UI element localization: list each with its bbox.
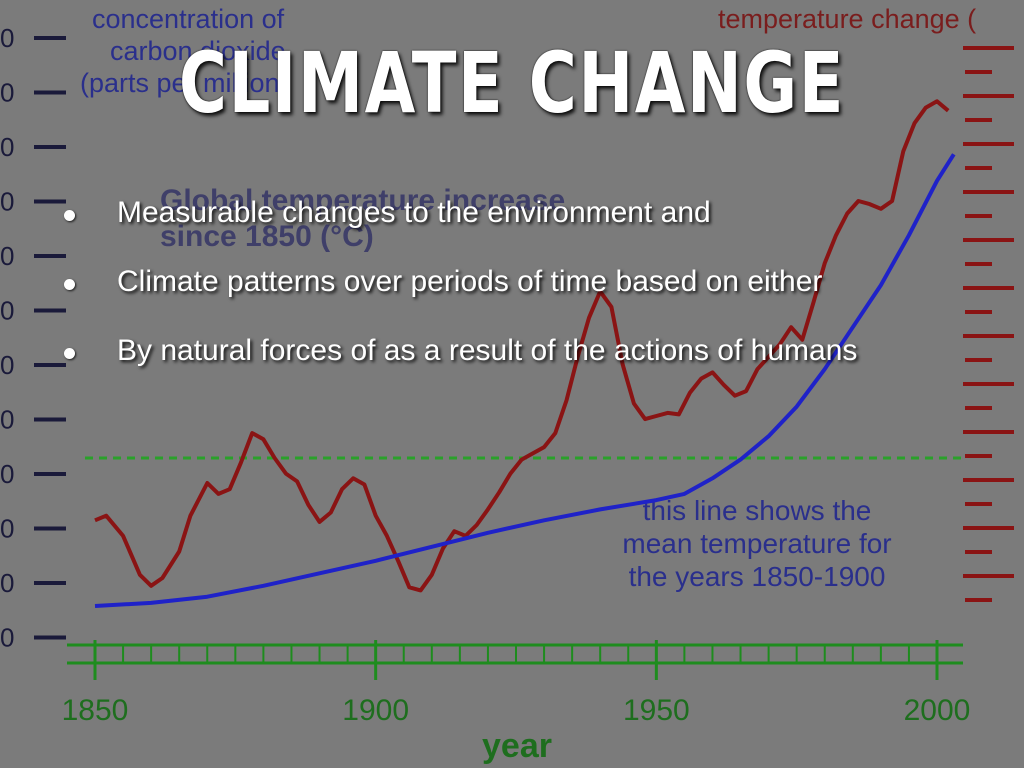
x-axis-label: year [482,727,552,765]
left-axis: 0 0 0 0 0 0 0 0 0 0 0 0 [0,23,66,653]
right-axis [963,46,1014,602]
inner-title-line-2: since 1850 (°C) [160,220,374,253]
bullet-text: Measurable changes to the environment an… [117,196,711,229]
left-axis-tick-label: 0 [0,514,14,544]
annotation-line-1: this line shows the [643,495,872,526]
left-axis-tick-label: 0 [0,405,14,435]
bullet-dot-icon [64,210,75,221]
slide-title: CLIMATE CHANGE [178,34,846,132]
left-axis-tick-label: 0 [0,568,14,598]
inner-title-line-1: Global temperature increase [160,184,565,217]
bullet-text: Climate patterns over periods of time ba… [117,265,823,298]
annotation-line-3: the years 1850-1900 [629,561,886,592]
bullet-dot-icon [64,348,75,359]
left-axis-tick-label: 0 [0,623,14,653]
left-axis-tick-label: 0 [0,350,14,380]
bullet-item: By natural forces of as a result of the … [62,328,1012,397]
left-axis-title-line-2: carbon dioxide [110,36,286,66]
x-axis: 1850 1900 1950 2000 [62,640,971,727]
temperature-series-line [94,99,950,593]
x-axis-tick-label: 1850 [62,694,129,727]
left-axis-tick-label: 0 [0,187,14,217]
left-axis-tick-label: 0 [0,23,14,53]
co2-series-line [94,153,956,608]
bullet-dot-icon [64,279,75,290]
left-axis-tick-label: 0 [0,241,14,271]
bullet-text: By natural forces of as a result of the … [117,334,858,367]
right-axis-title: temperature change ( [718,4,976,34]
left-axis-tick-label: 0 [0,296,14,326]
x-axis-tick-label: 1900 [342,694,409,727]
bullet-item: Measurable changes to the environment an… [62,190,1012,259]
bullet-item: Climate patterns over periods of time ba… [62,259,1012,328]
left-axis-title-line-1: concentration of [92,4,285,34]
left-axis-tick-label: 0 [0,78,14,108]
annotation-line-2: mean temperature for [622,528,891,559]
x-axis-tick-label: 1950 [623,694,690,727]
left-axis-tick-label: 0 [0,132,14,162]
x-axis-tick-label: 2000 [904,694,971,727]
left-axis-title-line-3: (parts per million) [80,68,289,98]
left-axis-tick-label: 0 [0,459,14,489]
bullet-list: Measurable changes to the environment an… [62,190,1012,397]
